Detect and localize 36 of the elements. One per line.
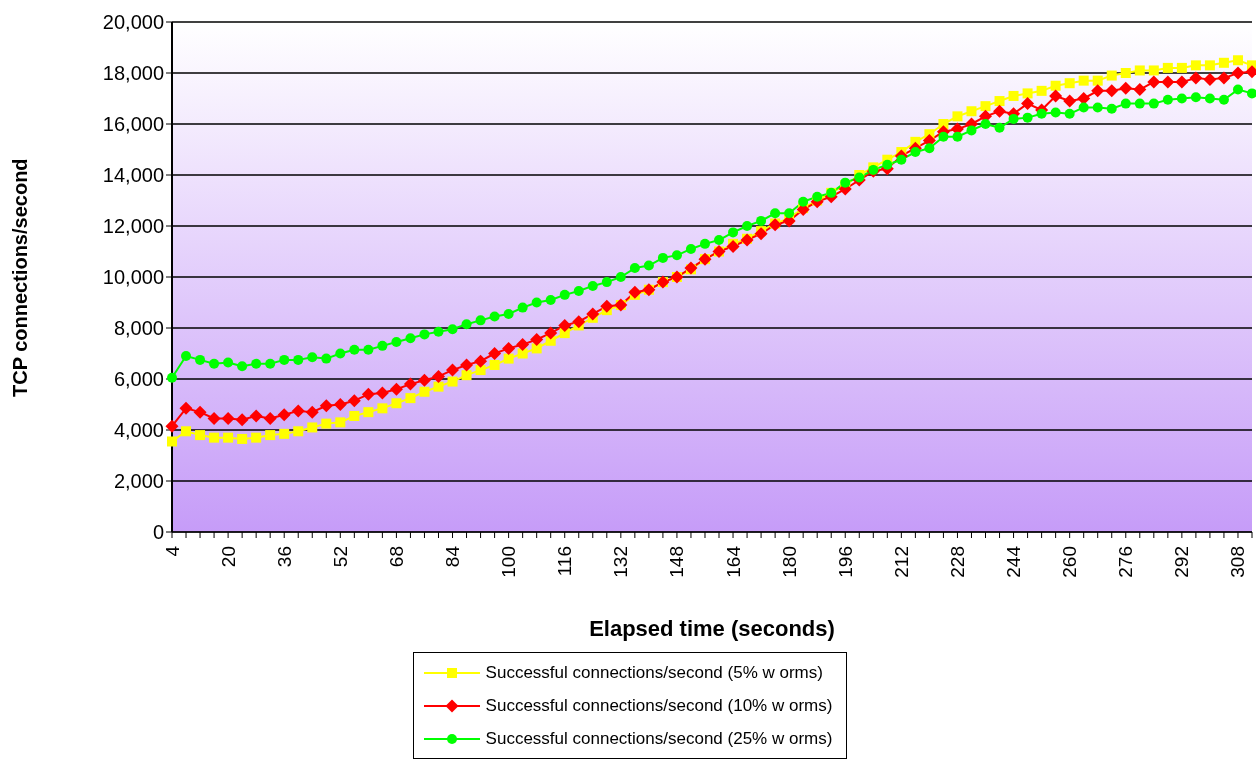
- y-tick-label: 18,000: [102, 62, 164, 85]
- y-tick-label: 20,000: [102, 11, 164, 34]
- x-tick-label: 260: [1059, 546, 1081, 578]
- x-tick-label: 132: [610, 546, 632, 578]
- y-axis-title: TCP connections/second: [9, 158, 32, 397]
- x-tick-label: 52: [329, 546, 351, 568]
- x-tick-label: 244: [1003, 545, 1025, 578]
- x-tick-label: 4: [161, 545, 183, 557]
- x-tick-label: 308: [1227, 546, 1249, 578]
- x-tick-label: 100: [498, 546, 520, 578]
- y-tick-label: 8,000: [113, 317, 164, 340]
- x-tick-label: 116: [554, 546, 576, 577]
- legend-label: Successful connections/second (5% w orms): [485, 662, 823, 683]
- x-axis-title: Elapsed time (seconds): [589, 616, 835, 641]
- legend-label: Successful connections/second (25% w orms): [485, 728, 833, 749]
- y-tick-label: 14,000: [102, 164, 164, 187]
- x-tick-label: 228: [946, 546, 968, 578]
- y-tick-label: 10,000: [102, 266, 164, 289]
- x-tick-label: 276: [1115, 546, 1137, 578]
- y-tick-label: 16,000: [102, 113, 164, 136]
- legend-label: Successful connections/second (10% w orms): [485, 695, 833, 716]
- x-tick-label: 196: [834, 546, 856, 578]
- x-tick-label: 292: [1171, 546, 1193, 578]
- x-tick-label: 20: [217, 546, 239, 568]
- y-tick-label: 12,000: [102, 215, 164, 238]
- x-tick-label: 164: [722, 545, 744, 578]
- x-tick-label: 212: [890, 546, 912, 578]
- y-tick-label: 2,000: [113, 470, 164, 493]
- x-tick-label: 84: [442, 545, 464, 568]
- x-tick-label: 148: [666, 546, 688, 578]
- y-tick-label: 0: [152, 521, 164, 544]
- x-tick-label: 36: [273, 546, 295, 568]
- x-tick-label: 68: [385, 546, 407, 568]
- x-tick-label: 180: [778, 546, 800, 578]
- y-tick-label: 6,000: [113, 368, 164, 391]
- y-tick-label: 4,000: [113, 419, 164, 442]
